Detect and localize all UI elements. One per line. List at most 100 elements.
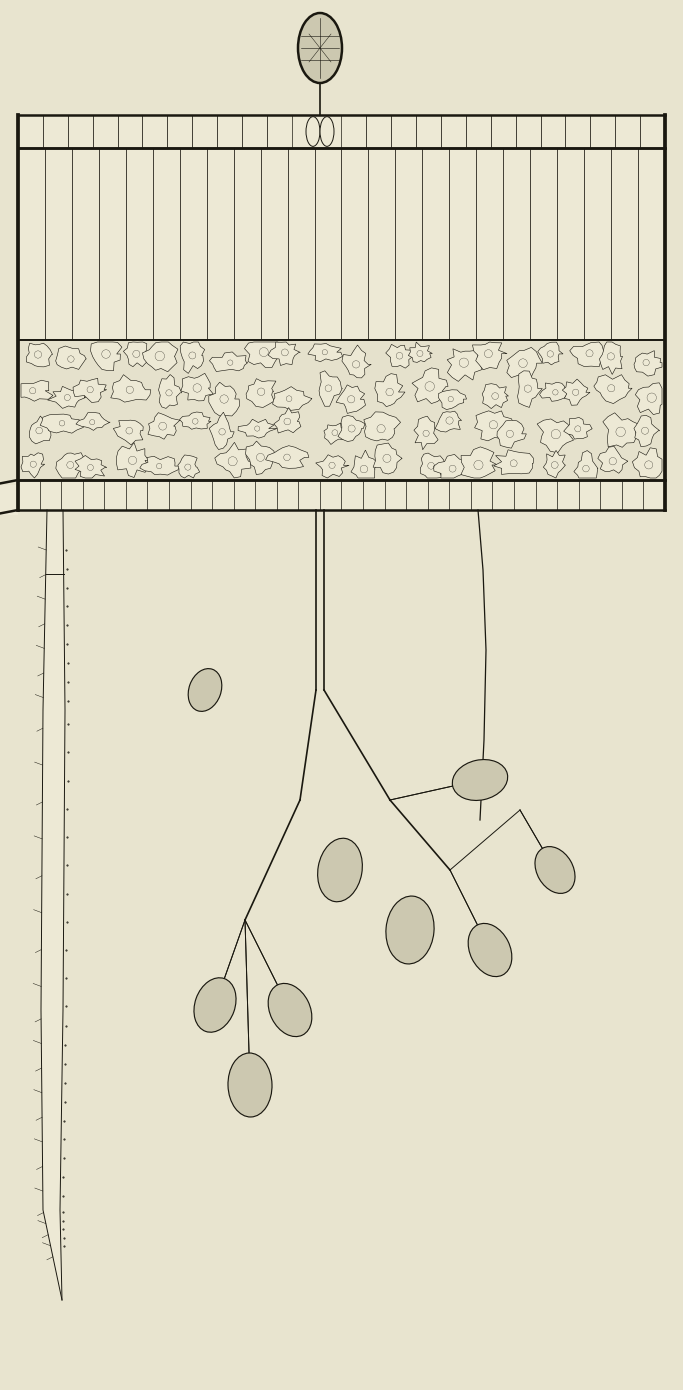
Bar — [342, 147, 368, 341]
Polygon shape — [181, 374, 213, 400]
Polygon shape — [373, 443, 402, 474]
Bar — [622, 480, 643, 510]
Polygon shape — [540, 382, 572, 402]
Ellipse shape — [221, 983, 225, 986]
Bar — [491, 115, 516, 147]
Bar — [153, 147, 180, 341]
Bar — [503, 147, 530, 341]
Polygon shape — [180, 342, 205, 374]
Bar — [18, 115, 43, 147]
Polygon shape — [375, 374, 405, 407]
Bar — [514, 480, 535, 510]
Polygon shape — [245, 441, 275, 474]
Polygon shape — [570, 342, 609, 367]
Bar — [18, 341, 665, 480]
Bar — [18, 115, 665, 510]
Polygon shape — [143, 342, 178, 371]
Polygon shape — [336, 385, 365, 413]
Bar — [126, 147, 153, 341]
Polygon shape — [338, 416, 365, 442]
Polygon shape — [461, 446, 497, 478]
Bar — [530, 147, 557, 341]
Polygon shape — [56, 346, 86, 370]
Bar — [83, 480, 104, 510]
Bar — [18, 147, 45, 341]
Bar — [126, 480, 148, 510]
Bar — [611, 147, 638, 341]
Ellipse shape — [268, 983, 312, 1037]
Polygon shape — [434, 455, 471, 478]
Ellipse shape — [278, 988, 282, 991]
Polygon shape — [408, 342, 432, 363]
Bar — [385, 480, 406, 510]
Polygon shape — [308, 343, 343, 361]
Bar — [234, 147, 261, 341]
Bar — [471, 480, 492, 510]
Bar — [395, 147, 422, 341]
Polygon shape — [494, 450, 533, 474]
Polygon shape — [40, 414, 83, 434]
Bar — [267, 115, 292, 147]
Polygon shape — [634, 416, 660, 446]
Bar — [566, 115, 590, 147]
Bar — [342, 115, 366, 147]
Polygon shape — [73, 378, 107, 403]
Bar — [148, 480, 169, 510]
Polygon shape — [273, 386, 312, 410]
Polygon shape — [140, 456, 180, 475]
Bar — [40, 480, 61, 510]
Polygon shape — [316, 455, 349, 478]
Bar — [288, 147, 315, 341]
Polygon shape — [497, 420, 527, 448]
Bar — [391, 115, 416, 147]
Bar — [638, 147, 665, 341]
Polygon shape — [342, 345, 372, 378]
Bar — [217, 115, 242, 147]
Bar — [590, 115, 615, 147]
Bar — [18, 480, 40, 510]
Polygon shape — [475, 411, 514, 441]
Bar — [640, 115, 665, 147]
Polygon shape — [635, 382, 662, 414]
Bar — [43, 115, 68, 147]
Bar — [167, 115, 192, 147]
Polygon shape — [148, 413, 180, 439]
Bar — [540, 115, 566, 147]
Ellipse shape — [543, 851, 547, 855]
Bar — [61, 480, 83, 510]
Ellipse shape — [298, 13, 342, 83]
Bar — [492, 480, 514, 510]
Bar — [315, 147, 342, 341]
Bar — [180, 147, 207, 341]
Bar — [277, 480, 298, 510]
Bar — [535, 480, 557, 510]
Polygon shape — [435, 411, 462, 432]
Ellipse shape — [535, 847, 575, 894]
Polygon shape — [412, 368, 448, 403]
Polygon shape — [117, 442, 149, 478]
Polygon shape — [47, 386, 85, 409]
Polygon shape — [56, 453, 85, 478]
Bar — [298, 480, 320, 510]
Polygon shape — [214, 442, 251, 478]
Polygon shape — [246, 378, 276, 407]
Polygon shape — [209, 382, 240, 416]
Bar — [428, 480, 449, 510]
Polygon shape — [178, 455, 199, 478]
Bar — [406, 480, 428, 510]
Bar — [584, 147, 611, 341]
Ellipse shape — [320, 117, 334, 146]
Ellipse shape — [306, 117, 320, 146]
Bar — [615, 115, 640, 147]
Bar — [600, 480, 622, 510]
Ellipse shape — [247, 1058, 251, 1061]
Bar — [117, 115, 143, 147]
Polygon shape — [29, 416, 52, 443]
Polygon shape — [598, 446, 628, 473]
Polygon shape — [268, 342, 301, 366]
Bar — [0, 485, 18, 516]
Polygon shape — [27, 343, 53, 367]
Polygon shape — [473, 342, 507, 370]
Ellipse shape — [228, 1054, 272, 1118]
Polygon shape — [544, 450, 566, 478]
